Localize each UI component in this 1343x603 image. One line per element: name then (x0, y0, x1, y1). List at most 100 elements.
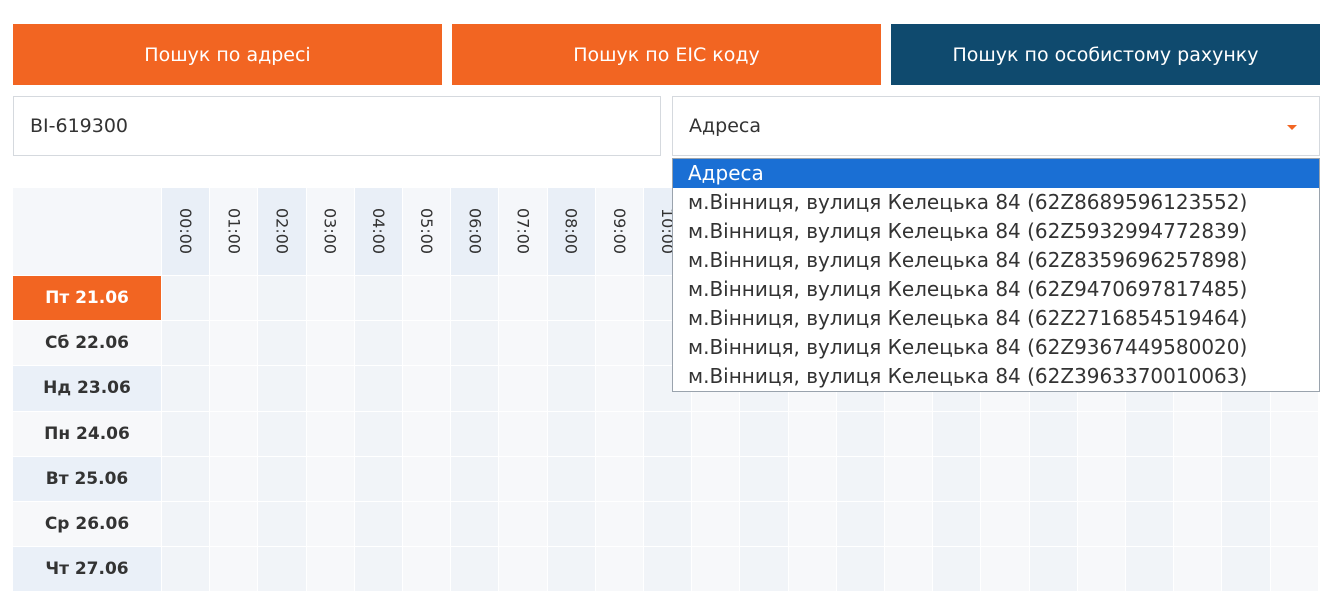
schedule-cell (788, 547, 837, 593)
schedule-cell (451, 502, 500, 548)
schedule-cell (595, 547, 644, 593)
schedule-cell (547, 547, 596, 593)
hour-header: 02:00 (258, 188, 307, 276)
schedule-cell (595, 411, 644, 457)
schedule-cell (162, 321, 211, 367)
schedule-cell (644, 456, 693, 502)
schedule-cell (354, 502, 403, 548)
schedule-cell (1077, 502, 1126, 548)
dropdown-option[interactable]: м.Вінниця, вулиця Келецька 84 (62Z936744… (688, 335, 1248, 359)
schedule-cell (1126, 502, 1175, 548)
schedule-cell (210, 411, 259, 457)
dropdown-option[interactable]: м.Вінниця, вулиця Келецька 84 (62Z835969… (688, 248, 1248, 272)
schedule-cell (1126, 411, 1175, 457)
schedule-cell (692, 456, 741, 502)
dropdown-option[interactable]: м.Вінниця, вулиця Келецька 84 (62Z868959… (688, 190, 1248, 214)
schedule-cell (306, 502, 355, 548)
schedule-cell (403, 502, 452, 548)
schedule-cell (306, 321, 355, 367)
schedule-cell (162, 547, 211, 593)
day-label: Чт 27.06 (13, 547, 162, 593)
schedule-cell (1174, 456, 1223, 502)
schedule-cell (451, 366, 500, 412)
schedule-cell (836, 456, 885, 502)
schedule-cell (644, 547, 693, 593)
day-label: Вт 25.06 (13, 456, 162, 502)
schedule-cell (740, 547, 789, 593)
schedule-cell (1029, 547, 1078, 593)
schedule-cell (1077, 411, 1126, 457)
schedule-cell (403, 276, 452, 322)
hour-header: 07:00 (499, 188, 548, 276)
tab-button[interactable]: Пошук по особистому рахунку (891, 24, 1320, 85)
schedule-cell (403, 411, 452, 457)
schedule-cell (306, 366, 355, 412)
hour-header: 09:00 (595, 188, 644, 276)
address-select[interactable]: Адреса (672, 96, 1320, 156)
schedule-cell (210, 276, 259, 322)
schedule-cell (692, 547, 741, 593)
schedule-cell (547, 276, 596, 322)
schedule-cell (354, 547, 403, 593)
search-input[interactable]: BI-619300 (13, 96, 661, 156)
schedule-cell (210, 456, 259, 502)
schedule-cell (403, 366, 452, 412)
schedule-cell (1029, 456, 1078, 502)
schedule-cell (547, 366, 596, 412)
schedule-cell (933, 411, 982, 457)
schedule-cell (836, 502, 885, 548)
day-label: Ср 26.06 (13, 502, 162, 548)
dropdown-option[interactable]: Адреса (673, 159, 1319, 188)
schedule-cell (1270, 547, 1319, 593)
schedule-cell (788, 456, 837, 502)
schedule-cell (354, 276, 403, 322)
schedule-cell (258, 502, 307, 548)
schedule-cell (981, 456, 1030, 502)
schedule-cell (258, 366, 307, 412)
day-label: Пн 24.06 (13, 411, 162, 457)
schedule-cell (451, 411, 500, 457)
schedule-cell (1029, 502, 1078, 548)
schedule-cell (933, 547, 982, 593)
schedule-cell (595, 321, 644, 367)
dropdown: Адреса м.Вінниця, вулиця Келецька 84 (62Z… (672, 158, 1320, 392)
schedule-cell (933, 456, 982, 502)
schedule-cell (885, 502, 934, 548)
schedule-cell (1174, 502, 1223, 548)
schedule-cell (1270, 411, 1319, 457)
schedule-cell (258, 456, 307, 502)
schedule-cell (306, 456, 355, 502)
schedule-cell (258, 411, 307, 457)
schedule-cell (692, 411, 741, 457)
schedule-cell (547, 456, 596, 502)
dropdown-option[interactable]: м.Вінниця, вулиця Келецька 84 (62Z947069… (688, 277, 1248, 301)
day-label: Нд 23.06 (13, 366, 162, 412)
schedule-cell (788, 502, 837, 548)
schedule-cell (162, 456, 211, 502)
schedule-cell (547, 321, 596, 367)
hour-header: 03:00 (306, 188, 355, 276)
schedule-cell (210, 502, 259, 548)
schedule-cell (595, 276, 644, 322)
tab-button[interactable]: Пошук по EIC коду (452, 24, 881, 85)
day-label: Сб 22.06 (13, 321, 162, 367)
schedule-cell (306, 276, 355, 322)
schedule-cell (354, 456, 403, 502)
schedule-cell (162, 366, 211, 412)
schedule-cell (451, 547, 500, 593)
schedule-cell (403, 456, 452, 502)
schedule-cell (740, 502, 789, 548)
schedule-cell (644, 411, 693, 457)
tab-button[interactable]: Пошук по адресі (13, 24, 442, 85)
hour-header: 01:00 (210, 188, 259, 276)
dropdown-option[interactable]: м.Вінниця, вулиця Келецька 84 (62Z396337… (688, 364, 1248, 388)
dropdown-option[interactable]: м.Вінниця, вулиця Келецька 84 (62Z271685… (688, 306, 1248, 330)
schedule-cell (1222, 456, 1271, 502)
schedule-cell (354, 321, 403, 367)
schedule-cell (354, 366, 403, 412)
schedule-cell (885, 456, 934, 502)
dropdown-option[interactable]: м.Вінниця, вулиця Келецька 84 (62Z593299… (688, 219, 1248, 243)
schedule-cell (210, 321, 259, 367)
schedule-cell (1222, 502, 1271, 548)
